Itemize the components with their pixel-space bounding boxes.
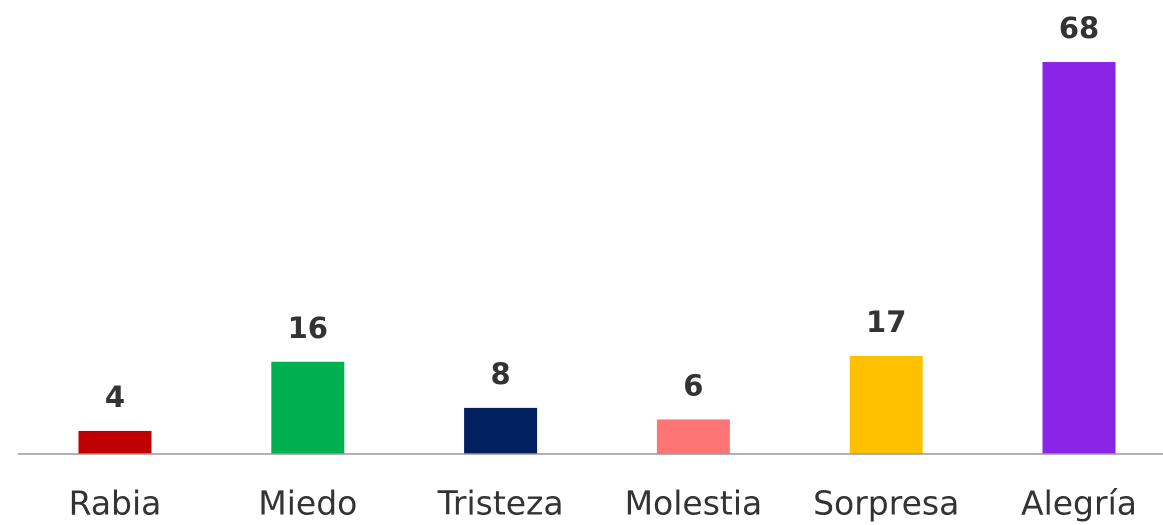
x-tick-label: Rabia — [69, 484, 162, 523]
bar — [464, 407, 538, 454]
bar — [849, 356, 923, 454]
bar — [1042, 62, 1116, 454]
value-label: 68 — [1059, 11, 1099, 45]
value-label: 4 — [105, 380, 125, 414]
value-label: 16 — [288, 311, 328, 345]
value-label: 17 — [866, 305, 906, 339]
x-tick-label: Molestia — [625, 484, 763, 523]
bar — [271, 361, 345, 454]
value-label: 8 — [491, 357, 511, 391]
x-tick-label: Alegría — [1021, 484, 1137, 523]
x-tick-label: Miedo — [258, 484, 357, 523]
value-label: 6 — [683, 368, 703, 402]
x-tick-label: Sorpresa — [813, 484, 959, 523]
x-tick-label: Tristeza — [437, 484, 564, 523]
bar — [656, 419, 730, 454]
bar — [78, 430, 152, 454]
